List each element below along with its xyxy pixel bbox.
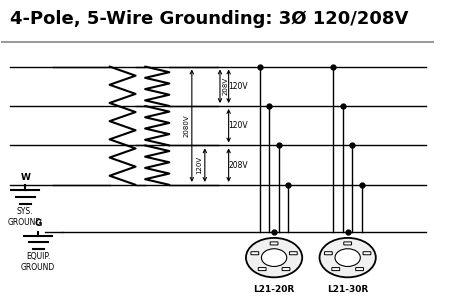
Text: G: G bbox=[35, 219, 42, 228]
Text: 120V: 120V bbox=[197, 156, 203, 174]
Circle shape bbox=[246, 238, 302, 277]
FancyBboxPatch shape bbox=[258, 267, 266, 271]
FancyBboxPatch shape bbox=[270, 242, 278, 245]
Text: 208V: 208V bbox=[228, 161, 248, 170]
Text: L21-30R: L21-30R bbox=[327, 285, 368, 294]
Circle shape bbox=[319, 238, 376, 277]
Circle shape bbox=[262, 249, 287, 267]
Text: W: W bbox=[20, 173, 30, 182]
Text: EQUIP.
GROUND: EQUIP. GROUND bbox=[21, 252, 55, 271]
FancyBboxPatch shape bbox=[325, 252, 332, 255]
Text: 120V: 120V bbox=[228, 82, 248, 91]
Text: 120V: 120V bbox=[228, 121, 248, 130]
FancyBboxPatch shape bbox=[332, 267, 340, 271]
FancyBboxPatch shape bbox=[282, 267, 290, 271]
FancyBboxPatch shape bbox=[251, 252, 259, 255]
Text: L21-20R: L21-20R bbox=[254, 285, 295, 294]
FancyBboxPatch shape bbox=[356, 267, 364, 271]
FancyBboxPatch shape bbox=[290, 252, 297, 255]
FancyBboxPatch shape bbox=[344, 242, 352, 245]
Text: 2080V: 2080V bbox=[184, 114, 190, 137]
Text: 208V: 208V bbox=[222, 77, 228, 95]
Circle shape bbox=[335, 249, 360, 267]
FancyBboxPatch shape bbox=[363, 252, 371, 255]
Text: SYS.
GROUND: SYS. GROUND bbox=[8, 207, 42, 227]
Text: 4-Pole, 5-Wire Grounding: 3Ø 120/208V: 4-Pole, 5-Wire Grounding: 3Ø 120/208V bbox=[10, 10, 409, 28]
